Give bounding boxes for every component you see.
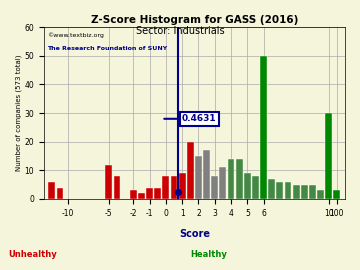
Bar bbox=[203, 150, 210, 199]
Bar bbox=[211, 176, 218, 199]
Bar bbox=[179, 173, 186, 199]
Bar bbox=[276, 182, 283, 199]
Bar bbox=[49, 182, 55, 199]
Bar bbox=[187, 142, 194, 199]
Title: Z-Score Histogram for GASS (2016): Z-Score Histogram for GASS (2016) bbox=[91, 15, 298, 25]
Bar bbox=[244, 173, 251, 199]
Bar bbox=[284, 182, 292, 199]
Bar bbox=[105, 165, 112, 199]
Bar bbox=[57, 187, 63, 199]
Bar bbox=[252, 176, 259, 199]
Bar bbox=[325, 113, 332, 199]
Bar bbox=[146, 187, 153, 199]
Text: Healthy: Healthy bbox=[190, 250, 227, 259]
Bar bbox=[333, 190, 340, 199]
Bar bbox=[228, 159, 234, 199]
Bar bbox=[301, 185, 308, 199]
Bar bbox=[138, 193, 145, 199]
Bar bbox=[195, 156, 202, 199]
Bar bbox=[219, 167, 226, 199]
Bar bbox=[154, 187, 161, 199]
Text: ©www.textbiz.org: ©www.textbiz.org bbox=[47, 32, 104, 38]
Bar bbox=[171, 176, 177, 199]
Text: The Research Foundation of SUNY: The Research Foundation of SUNY bbox=[47, 46, 167, 51]
Bar bbox=[130, 190, 137, 199]
Bar bbox=[317, 190, 324, 199]
Bar bbox=[236, 159, 243, 199]
Bar bbox=[268, 179, 275, 199]
Bar bbox=[113, 176, 121, 199]
Bar bbox=[293, 185, 300, 199]
Text: Unhealthy: Unhealthy bbox=[8, 250, 57, 259]
Y-axis label: Number of companies (573 total): Number of companies (573 total) bbox=[15, 55, 22, 171]
Text: 0.4631: 0.4631 bbox=[182, 114, 216, 123]
Bar bbox=[162, 176, 169, 199]
Text: Sector: Industrials: Sector: Industrials bbox=[136, 26, 224, 36]
Bar bbox=[309, 185, 316, 199]
Bar bbox=[260, 56, 267, 199]
X-axis label: Score: Score bbox=[179, 229, 210, 239]
